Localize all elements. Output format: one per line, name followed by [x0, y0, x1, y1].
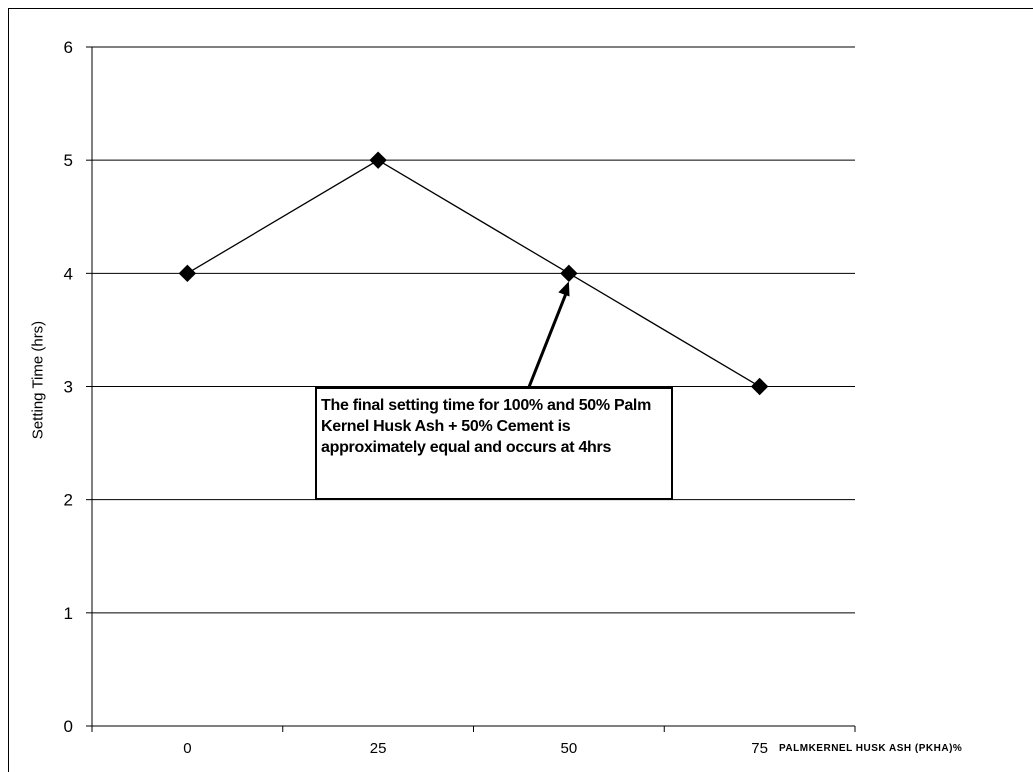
chart-frame — [8, 8, 1033, 772]
y-tick-label: 3 — [64, 378, 73, 397]
y-tick-label: 2 — [64, 491, 73, 510]
x-axis-label: PALMKERNEL HUSK ASH (PKHA)% — [779, 743, 963, 754]
x-tick-label: 25 — [370, 740, 387, 757]
y-tick-label: 5 — [64, 151, 73, 170]
series — [178, 151, 769, 396]
x-tick-labels: 0 25 50 75 — [183, 740, 768, 757]
annotation-box: The final setting time for 100% and 50% … — [315, 387, 673, 500]
x-tick-label: 50 — [561, 740, 578, 757]
data-point-marker — [560, 264, 578, 283]
data-point-marker — [369, 151, 387, 169]
y-tick-labels: 0 1 2 3 4 5 6 — [64, 38, 73, 736]
data-point-marker — [178, 264, 197, 283]
y-tick-label: 1 — [64, 604, 73, 623]
x-tick-label: 75 — [751, 740, 768, 757]
arrow-shaft — [527, 290, 569, 388]
y-tick-label: 0 — [64, 717, 73, 736]
x-tick-label: 0 — [183, 740, 191, 757]
data-point-marker — [750, 377, 769, 396]
y-tick-label: 6 — [64, 38, 73, 57]
series-line — [187, 159, 760, 388]
y-axis-label: Setting Time (hrs) — [29, 320, 47, 440]
axes — [86, 46, 856, 732]
y-tick-label: 4 — [64, 264, 73, 283]
arrow-head — [558, 281, 570, 297]
grid-lines — [92, 46, 855, 614]
annotation-arrow — [527, 281, 570, 388]
